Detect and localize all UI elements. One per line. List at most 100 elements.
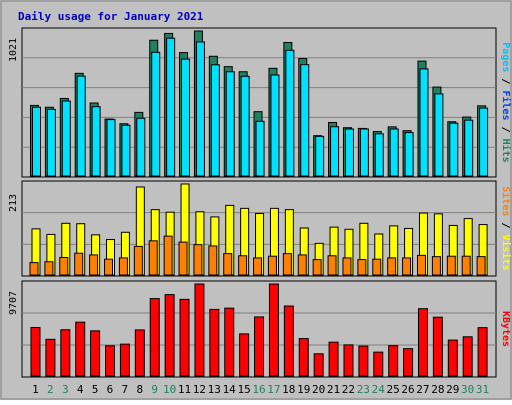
bar-kbytes <box>343 344 354 377</box>
bar-sites <box>208 245 218 276</box>
bar-kbytes <box>283 305 294 377</box>
legend-entry: / <box>500 72 511 90</box>
legend-entry: / <box>500 121 511 139</box>
bar-files <box>225 71 235 177</box>
legend-entry: Files <box>500 90 512 120</box>
day-label: 22 <box>342 383 355 396</box>
day-label: 6 <box>107 383 114 396</box>
panel-legend: Sites / Visits <box>500 186 512 270</box>
day-label: 14 <box>223 383 237 396</box>
day-label: 7 <box>122 383 129 396</box>
day-label: 13 <box>208 383 221 396</box>
bar-kbytes <box>358 345 369 377</box>
day-label: 17 <box>267 383 280 396</box>
day-label: 4 <box>77 383 84 396</box>
day-label: 15 <box>237 383 250 396</box>
day-labels: 1 2 3 4 5 6 7 8 9 10 11 12 13 14 15 16 17 18 19 20 21 22 23 24 2… <box>32 383 489 396</box>
day-label: 26 <box>401 383 414 396</box>
day-label: 3 <box>62 383 69 396</box>
bar-files <box>344 128 354 177</box>
bar-kbytes <box>134 329 145 377</box>
bar-kbytes <box>239 333 250 377</box>
bar-kbytes <box>194 283 205 377</box>
bar-files <box>32 106 41 177</box>
panel-visits-sites: 213 Sites / Visits <box>8 180 512 277</box>
bar-kbytes <box>447 339 458 377</box>
bar-kbytes <box>403 348 414 377</box>
bar-sites <box>267 255 277 276</box>
bar-kbytes <box>149 298 160 377</box>
bar-files <box>359 128 369 177</box>
bar-files <box>195 41 205 177</box>
bar-kbytes <box>224 307 235 377</box>
bar-sites <box>193 244 203 276</box>
day-label: 2 <box>47 383 54 396</box>
day-label: 18 <box>282 383 295 396</box>
bar-files <box>404 132 414 177</box>
bar-kbytes <box>432 316 443 377</box>
bar-sites <box>89 254 99 276</box>
bar-files <box>46 108 56 177</box>
day-label: 19 <box>297 383 310 396</box>
bar-files <box>330 126 340 177</box>
bar-files <box>389 128 399 177</box>
day-label: 20 <box>312 383 325 396</box>
bar-kbytes <box>90 330 101 377</box>
day-label: 8 <box>136 383 143 396</box>
bar-kbytes <box>45 338 56 377</box>
bar-sites <box>416 254 426 276</box>
bar-files <box>61 100 71 177</box>
bar-kbytes <box>164 294 175 377</box>
bar-sites <box>238 255 248 276</box>
legend-entry: Sites <box>500 186 512 216</box>
panel-max-label: 1021 <box>8 38 19 62</box>
bar-sites <box>461 255 471 276</box>
legend-entry: / <box>500 216 511 234</box>
day-label: 31 <box>476 383 489 396</box>
day-label: 1 <box>32 383 39 396</box>
bar-files <box>419 68 429 177</box>
bar-kbytes <box>388 345 399 377</box>
bar-kbytes <box>462 336 473 377</box>
bar-kbytes <box>477 327 488 377</box>
bar-sites <box>223 253 233 276</box>
bar-kbytes <box>328 341 339 377</box>
day-label: 9 <box>151 383 158 396</box>
bar-kbytes <box>60 329 71 377</box>
bar-sites <box>282 253 292 276</box>
day-label: 12 <box>193 383 206 396</box>
legend-entry: Hits <box>500 139 512 163</box>
bar-sites <box>133 245 143 276</box>
bar-sites <box>163 235 173 276</box>
bar-sites <box>59 256 69 276</box>
bar-files <box>91 106 101 177</box>
panel-hits-files-pages: 1021 Pages / Files / Hits <box>8 27 512 178</box>
day-label: 11 <box>178 383 191 396</box>
bar-files <box>255 120 265 177</box>
bar-files <box>434 93 444 177</box>
bar-files <box>240 75 250 177</box>
bar-files <box>151 51 161 177</box>
bar-files <box>479 107 489 177</box>
day-label: 23 <box>357 383 370 396</box>
day-label: 25 <box>387 383 400 396</box>
bar-sites <box>118 257 128 276</box>
legend-entry: Pages <box>500 42 511 72</box>
day-label: 16 <box>252 383 265 396</box>
bar-sites <box>402 257 412 276</box>
bar-kbytes <box>373 351 384 377</box>
panel-legend: Pages / Files / Hits <box>500 42 512 162</box>
bar-kbytes <box>268 283 279 377</box>
bar-kbytes <box>30 327 41 377</box>
bar-sites <box>74 252 84 276</box>
bar-sites <box>104 258 114 276</box>
bar-files <box>136 117 146 177</box>
day-label: 27 <box>416 383 429 396</box>
day-label: 21 <box>327 383 340 396</box>
day-label: 29 <box>446 383 459 396</box>
bar-kbytes <box>313 353 324 377</box>
bar-sites <box>253 257 263 276</box>
